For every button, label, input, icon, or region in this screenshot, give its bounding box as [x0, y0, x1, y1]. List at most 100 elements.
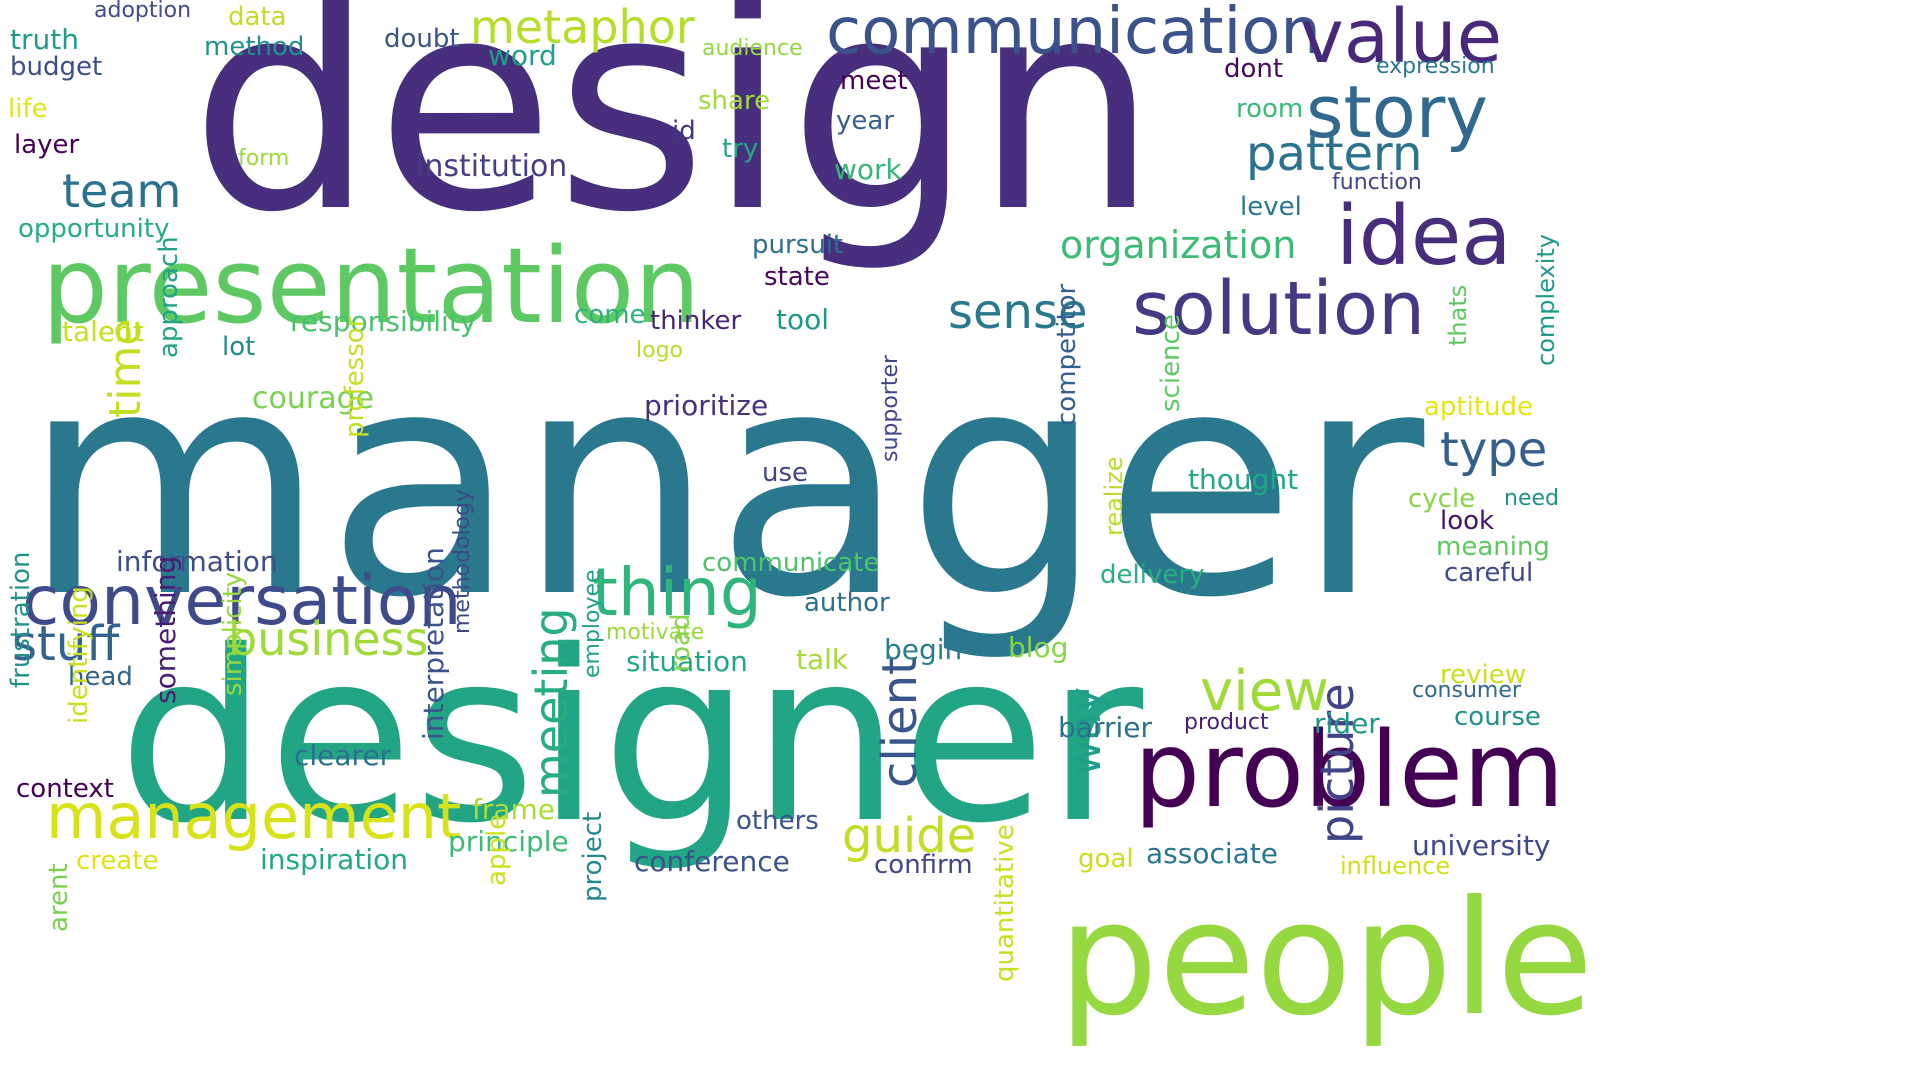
word-audience: audience	[702, 36, 803, 61]
word-pattern: pattern	[1246, 126, 1423, 182]
word-communication: communication	[826, 0, 1321, 69]
word-methodology: methodology	[450, 489, 475, 634]
word-opportunity: opportunity	[18, 214, 170, 244]
word-talk: talk	[796, 643, 849, 676]
word-logo: logo	[636, 338, 683, 363]
word-communicate: communicate	[702, 548, 880, 578]
word-view: view	[1200, 659, 1329, 724]
word-competitor: competitor	[1052, 283, 1082, 426]
word-meet: meet	[840, 66, 908, 96]
word-clearer: clearer	[294, 739, 392, 772]
word-supporter: supporter	[878, 354, 903, 462]
word-pursuit: pursuit	[752, 230, 844, 260]
word-truth: truth	[10, 23, 79, 56]
word-people: people	[1058, 867, 1594, 1051]
word-look: look	[1440, 506, 1495, 536]
word-life: life	[8, 94, 48, 124]
word-stuff: stuff	[12, 616, 120, 672]
word-create: create	[76, 846, 159, 876]
word-quantitative: quantitative	[990, 824, 1020, 982]
word-sense: sense	[948, 284, 1088, 340]
word-influence: influence	[1340, 852, 1451, 880]
word-complexity: complexity	[1532, 234, 1560, 366]
word-come: come	[574, 300, 646, 330]
word-work: work	[834, 153, 902, 186]
word-problem: problem	[1134, 709, 1565, 831]
word-science: science	[1156, 314, 1186, 412]
word-road: road	[666, 613, 696, 672]
word-year: year	[836, 106, 895, 136]
word-room: room	[1236, 94, 1304, 124]
word-institution: institution	[416, 149, 568, 184]
word-information: information	[116, 545, 278, 578]
word-situation: situation	[626, 645, 748, 678]
word-tool: tool	[776, 303, 830, 336]
word-begin: begin	[884, 633, 963, 666]
word-function: function	[1332, 170, 1422, 195]
word-realize: realize	[1100, 456, 1128, 536]
word-careful: careful	[1444, 558, 1534, 588]
word-manager: manager	[22, 302, 1425, 666]
word-associate: associate	[1146, 837, 1279, 870]
word-conference: conference	[634, 845, 790, 878]
word-delivery: delivery	[1100, 560, 1205, 590]
word-idea: idea	[1336, 189, 1512, 284]
word-presentation: presentation	[42, 225, 701, 347]
word-professor: professor	[340, 316, 370, 438]
word-interpretation: interpretation	[417, 547, 450, 740]
word-project: project	[578, 811, 608, 902]
word-layer: layer	[14, 130, 80, 160]
word-talent: talent	[62, 315, 144, 348]
word-confirm: confirm	[874, 850, 973, 880]
word-aptitude: aptitude	[1424, 392, 1534, 422]
word-meeting: meeting	[524, 607, 578, 798]
word-apple: apple	[482, 813, 512, 886]
word-use: use	[762, 458, 809, 488]
word-thing: thing	[592, 554, 762, 631]
word-arent: arent	[44, 863, 74, 932]
word-frustration: frustration	[6, 551, 36, 689]
word-approach: approach	[154, 236, 184, 358]
word-designer: designer	[118, 600, 1144, 875]
word-university: university	[1412, 829, 1551, 862]
word-barrier: barrier	[1058, 711, 1152, 744]
word-course: course	[1454, 702, 1541, 732]
word-employee: employee	[580, 569, 605, 678]
word-head: head	[68, 662, 133, 692]
word-metaphor: metaphor	[470, 0, 695, 54]
word-guide: guide	[842, 808, 977, 864]
word-lot: lot	[222, 332, 256, 362]
word-management: management	[46, 780, 462, 853]
word-try: try	[722, 134, 759, 164]
word-organization: organization	[1060, 223, 1297, 267]
word-cycle: cycle	[1408, 484, 1476, 514]
word-word: word	[488, 39, 557, 72]
word-dont: dont	[1224, 54, 1284, 84]
word-identifying: identifying	[64, 586, 94, 724]
word-method: method	[204, 32, 305, 62]
word-value: value	[1300, 0, 1503, 80]
word-context: context	[16, 774, 114, 804]
word-type: type	[1440, 422, 1548, 478]
word-design: design	[190, 0, 1159, 276]
word-thought: thought	[1188, 463, 1299, 496]
word-principle: principle	[448, 825, 569, 858]
word-motivate: motivate	[606, 620, 705, 645]
word-data: data	[228, 2, 287, 32]
word-level: level	[1240, 192, 1302, 222]
word-adoption: adoption	[94, 0, 192, 23]
word-conversation: conversation	[22, 562, 462, 641]
word-product: product	[1184, 710, 1269, 735]
word-id: id	[672, 116, 696, 146]
word-state: state	[764, 262, 830, 292]
word-form: form	[238, 146, 290, 171]
word-simplicity: simplicity	[218, 571, 248, 696]
word-business: business	[228, 612, 429, 666]
word-rider: rider	[1314, 707, 1380, 740]
word-budget: budget	[10, 52, 103, 82]
word-blog: blog	[1008, 631, 1069, 664]
word-need: need	[1504, 486, 1559, 511]
word-prioritize: prioritize	[644, 389, 769, 422]
word-review: review	[1440, 660, 1526, 690]
